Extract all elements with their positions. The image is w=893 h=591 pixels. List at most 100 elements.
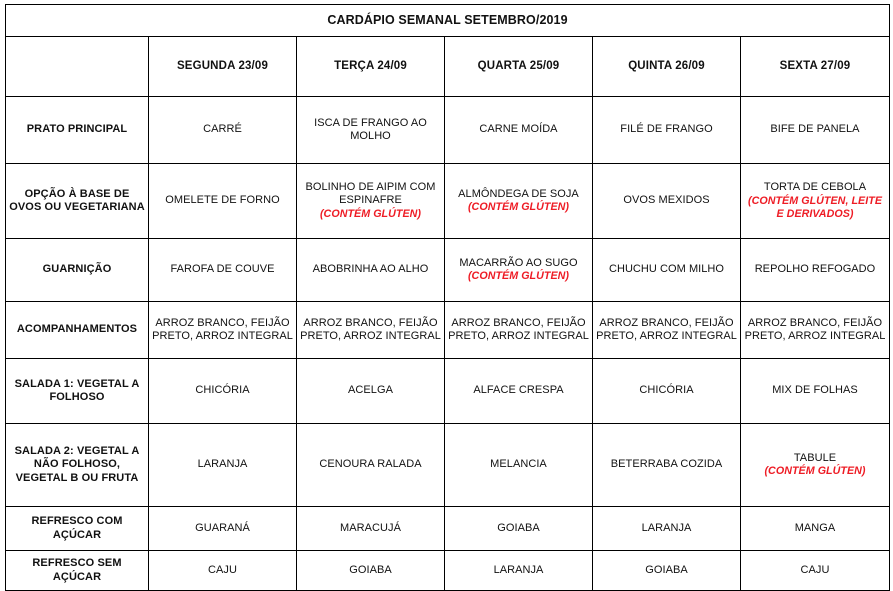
menu-item-text: GUARANÁ [195, 521, 250, 534]
menu-item-text: REPOLHO REFOGADO [754, 263, 876, 276]
menu-item-text: LARANJA [493, 563, 544, 576]
menu-item-text: ABOBRINHA AO ALHO [312, 263, 429, 276]
menu-cell: ALFACE CRESPA [444, 358, 593, 424]
menu-cell: ALMÔNDEGA DE SOJA (CONTÉM GLÚTEN) [444, 163, 593, 239]
menu-cell: TABULE (CONTÉM GLÚTEN) [740, 423, 890, 507]
menu-item-text: LARANJA [641, 521, 692, 534]
row-label-salada-1: SALADA 1: VEGETAL A FOLHOSO [5, 358, 149, 424]
menu-item-text: ALFACE CRESPA [473, 384, 564, 397]
menu-cell: OVOS MEXIDOS [592, 163, 741, 239]
allergen-note: (CONTÉM GLÚTEN) [467, 201, 570, 214]
row-label-acompanhamentos: ACOMPANHAMENTOS [5, 301, 149, 359]
menu-item-text: CHICÓRIA [639, 384, 694, 397]
menu-item-text: BETERRABA COZIDA [610, 458, 723, 471]
menu-cell: MARACUJÁ [296, 506, 445, 551]
menu-cell: CAJU [740, 550, 890, 591]
menu-cell: FAROFA DE COUVE [148, 238, 297, 302]
menu-cell: ARROZ BRANCO, FEIJÃO PRETO, ARROZ INTEGR… [592, 301, 741, 359]
menu-table-body: CARDÁPIO SEMANAL SETEMBRO/2019 SEGUNDA 2… [5, 4, 890, 591]
day-column-header: QUINTA 26/09 [592, 36, 741, 97]
allergen-note: (CONTÉM GLÚTEN) [764, 465, 866, 478]
row-label-refresco-sem-acucar: REFRESCO SEM AÇÚCAR [5, 550, 149, 591]
allergen-note: (CONTÉM GLÚTEN) [319, 207, 422, 220]
menu-cell: LARANJA [148, 423, 297, 507]
menu-cell: FILÉ DE FRANGO [592, 96, 741, 164]
day-column-header: QUARTA 25/09 [444, 36, 593, 97]
day-column-header: SEGUNDA 23/09 [148, 36, 297, 97]
menu-cell: CAJU [148, 550, 297, 591]
menu-item-text: BOLINHO DE AIPIM COM ESPINAFRE [305, 181, 436, 207]
menu-item-text: MIX DE FOLHAS [772, 384, 858, 397]
menu-item-text: CHICÓRIA [195, 384, 250, 397]
menu-item-text: ARROZ BRANCO, FEIJÃO PRETO, ARROZ INTEGR… [596, 316, 737, 342]
menu-cell: CARRÉ [148, 96, 297, 164]
menu-cell: MANGA [740, 506, 890, 551]
row-label-guarnicao: GUARNIÇÃO [5, 238, 149, 302]
title-row: CARDÁPIO SEMANAL SETEMBRO/2019 [5, 4, 890, 37]
menu-cell: CHICÓRIA [148, 358, 297, 424]
menu-item-text: TORTA DE CEBOLA [763, 181, 867, 194]
menu-item-text: MARACUJÁ [340, 521, 401, 534]
day-header-row: SEGUNDA 23/09 TERÇA 24/09 QUARTA 25/09 QUIN… [5, 36, 890, 97]
menu-item-text: TABULE [793, 451, 837, 464]
menu-cell: GOIABA [444, 506, 593, 551]
menu-row-prato-principal: PRATO PRINCIPAL CARRÉ ISCA DE FRANGO AO MO… [5, 96, 890, 164]
menu-item-text: FILÉ DE FRANGO [620, 123, 713, 136]
menu-cell: LARANJA [444, 550, 593, 591]
menu-cell: GOIABA [592, 550, 741, 591]
menu-item-text: GOIABA [645, 563, 688, 576]
page-title: CARDÁPIO SEMANAL SETEMBRO/2019 [5, 4, 890, 37]
menu-cell: GOIABA [296, 550, 445, 591]
day-column-header: SEXTA 27/09 [740, 36, 890, 97]
menu-row-refresco-com-acucar: REFRESCO COM AÇÚCAR GUARANÁ MARACUJÁ GOIABA… [5, 506, 890, 551]
menu-cell: ABOBRINHA AO ALHO [296, 238, 445, 302]
weekly-menu-table: CARDÁPIO SEMANAL SETEMBRO/2019 SEGUNDA 2… [5, 4, 890, 591]
menu-item-text: LARANJA [197, 458, 248, 471]
menu-cell: ACELGA [296, 358, 445, 424]
menu-row-opcao-ovos-vegetariana: OPÇÃO À BASE DE OVOS OU VEGETARIANA OMELE… [5, 163, 890, 239]
menu-item-text: CARNE MOÍDA [479, 123, 558, 136]
menu-cell: CHICÓRIA [592, 358, 741, 424]
menu-cell: BOLINHO DE AIPIM COM ESPINAFRE (CONTÉM GL… [296, 163, 445, 239]
menu-item-text: CENOURA RALADA [319, 458, 422, 471]
menu-row-salada-1: SALADA 1: VEGETAL A FOLHOSO CHICÓRIA ACELG… [5, 358, 890, 424]
header-corner-cell [5, 36, 149, 97]
menu-item-text: ARROZ BRANCO, FEIJÃO PRETO, ARROZ INTEGR… [152, 316, 293, 342]
menu-item-text: CARRÉ [203, 123, 242, 136]
menu-cell: ISCA DE FRANGO AO MOLHO [296, 96, 445, 164]
menu-item-text: GOIABA [349, 563, 392, 576]
menu-item-text: ACELGA [348, 384, 393, 397]
allergen-note: (CONTÉM GLÚTEN) [467, 270, 570, 283]
menu-cell: CHUCHU COM MILHO [592, 238, 741, 302]
menu-row-salada-2: SALADA 2: VEGETAL A NÃO FOLHOSO, VEGETAL… [5, 423, 890, 507]
menu-item-text: CAJU [800, 563, 830, 576]
menu-item-text: BIFE DE PANELA [770, 123, 860, 136]
menu-cell: CENOURA RALADA [296, 423, 445, 507]
menu-cell: ARROZ BRANCO, FEIJÃO PRETO, ARROZ INTEGR… [740, 301, 890, 359]
menu-row-refresco-sem-acucar: REFRESCO SEM AÇÚCAR CAJU GOIABA LARANJA GOIA… [5, 550, 890, 591]
menu-item-text: CAJU [208, 563, 237, 576]
menu-item-text: FAROFA DE COUVE [170, 263, 275, 276]
menu-sheet: CARDÁPIO SEMANAL SETEMBRO/2019 SEGUNDA 2… [5, 4, 890, 591]
menu-item-text: CHUCHU COM MILHO [608, 263, 725, 276]
row-label-opcao-ovos-vegetariana: OPÇÃO À BASE DE OVOS OU VEGETARIANA [5, 163, 149, 239]
menu-cell: ARROZ BRANCO, FEIJÃO PRETO, ARROZ INTEGR… [296, 301, 445, 359]
menu-item-text: GOIABA [497, 521, 540, 534]
menu-item-text: ALMÔNDEGA DE SOJA [458, 187, 579, 200]
row-label-prato-principal: PRATO PRINCIPAL [5, 96, 149, 164]
allergen-note: (CONTÉM GLÚTEN, LEITE E DERIVADOS) [747, 194, 883, 220]
menu-item-text: OMELETE DE FORNO [165, 194, 280, 207]
menu-cell: BIFE DE PANELA [740, 96, 890, 164]
menu-cell: MACARRÃO AO SUGO (CONTÉM GLÚTEN) [444, 238, 593, 302]
row-label-refresco-com-acucar: REFRESCO COM AÇÚCAR [5, 506, 149, 551]
menu-cell: TORTA DE CEBOLA (CONTÉM GLÚTEN, LEITE E D… [740, 163, 890, 239]
day-column-header: TERÇA 24/09 [296, 36, 445, 97]
menu-cell: GUARANÁ [148, 506, 297, 551]
menu-item-text: OVOS MEXIDOS [623, 194, 710, 207]
menu-item-text: ARROZ BRANCO, FEIJÃO PRETO, ARROZ INTEGR… [300, 316, 441, 342]
menu-item-text: MACARRÃO AO SUGO [459, 256, 578, 269]
menu-cell: BETERRABA COZIDA [592, 423, 741, 507]
menu-cell: OMELETE DE FORNO [148, 163, 297, 239]
menu-row-guarnicao: GUARNIÇÃO FAROFA DE COUVE ABOBRINHA AO ALH… [5, 238, 890, 302]
row-label-salada-2: SALADA 2: VEGETAL A NÃO FOLHOSO, VEGETAL… [5, 423, 149, 507]
